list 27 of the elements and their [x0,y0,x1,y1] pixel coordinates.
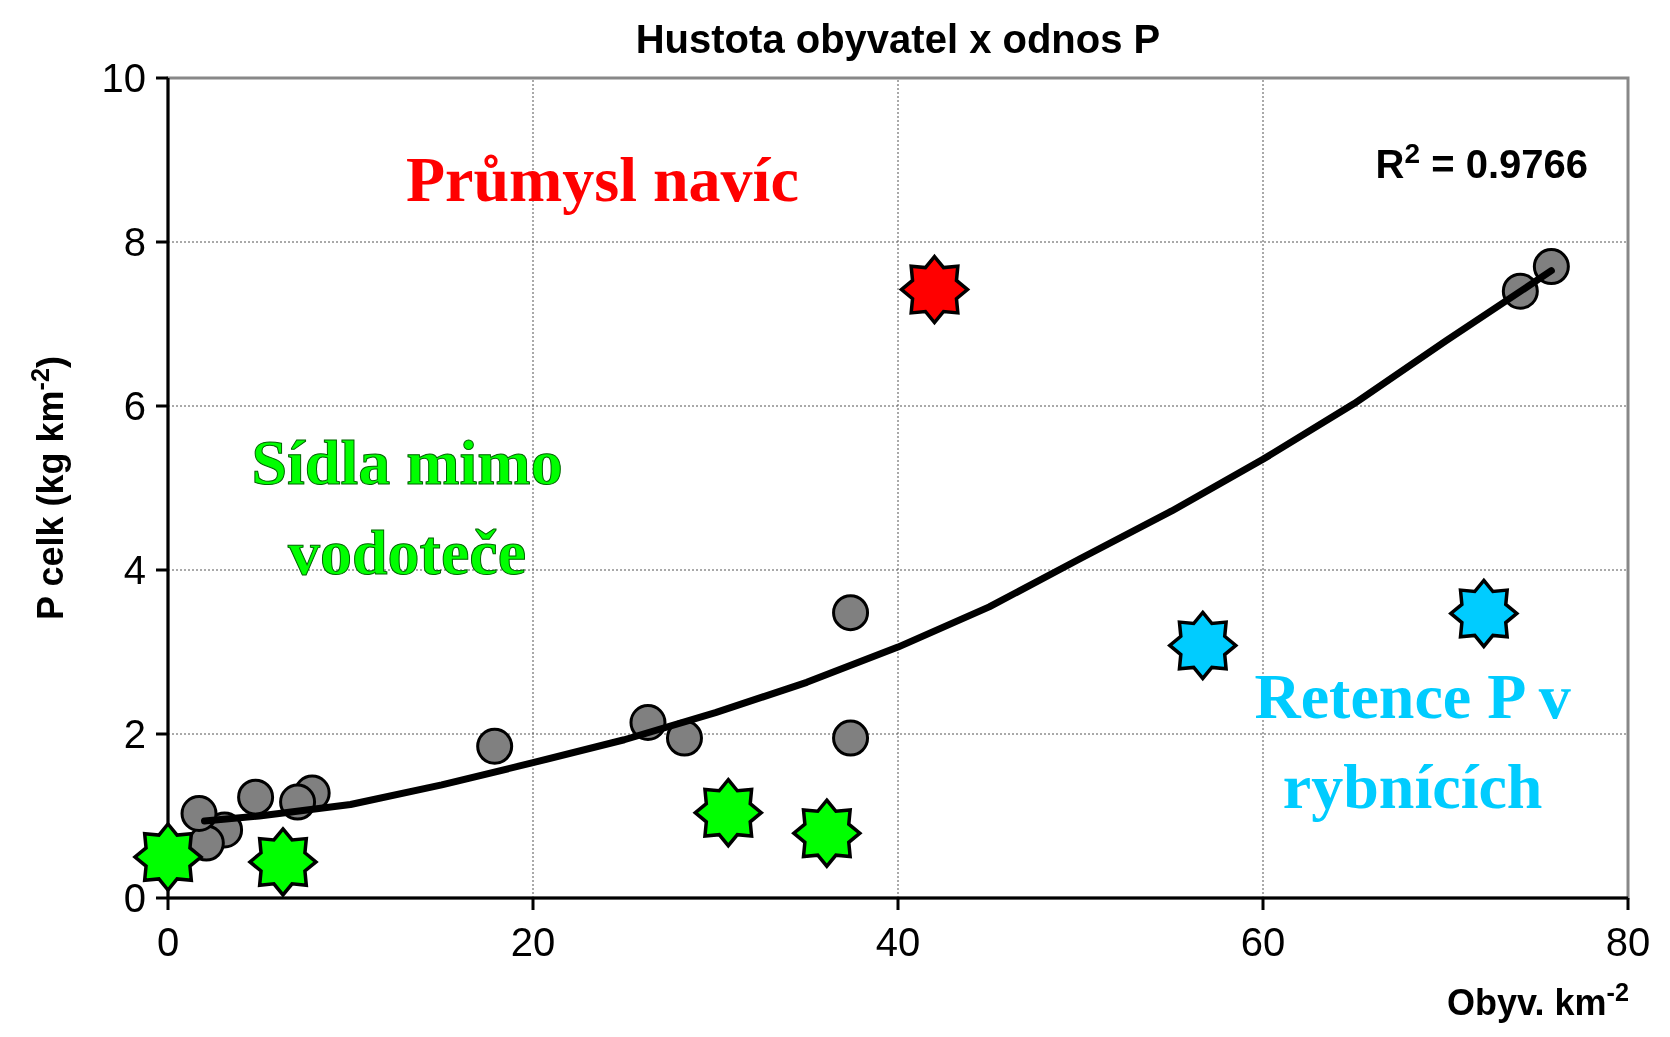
annotation: R$^{2}$ = 0.9766 [1375,137,1588,186]
point [792,798,862,868]
point [899,254,970,325]
point [1168,610,1238,681]
y-tick-label: 2 [123,712,146,756]
point [832,594,870,632]
series-label: Retence P v rybnících [1254,660,1571,822]
point [1449,578,1519,649]
point [248,827,318,897]
x-axis-title: Obyv. km$^{-2}$ [1447,978,1629,1023]
y-tick-label: 0 [123,876,146,920]
x-tick-label: 60 [1240,920,1286,964]
point [476,727,514,765]
point [237,778,275,816]
point [693,777,764,848]
series-label: Průmysl navíc [405,144,799,215]
chart-title: Hustota obyvatel x odnos P [635,17,1161,61]
y-tick-label: 8 [123,220,146,264]
y-tick-label: 4 [123,548,146,592]
point [832,719,870,757]
y-tick-label: 10 [101,56,146,100]
x-tick-label: 80 [1605,920,1651,964]
x-tick-label: 20 [510,920,556,964]
y-tick-label: 6 [123,384,146,428]
text: Sídla mimo vodoteče [251,427,563,588]
x-tick-label: 40 [875,920,921,964]
x-tick-label: 0 [156,920,180,964]
